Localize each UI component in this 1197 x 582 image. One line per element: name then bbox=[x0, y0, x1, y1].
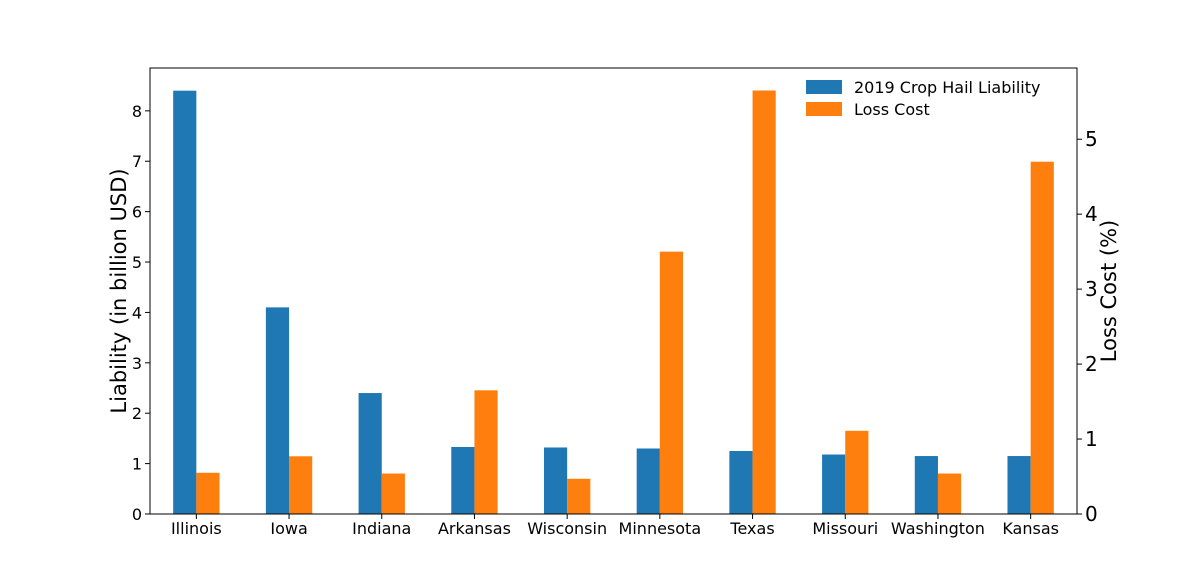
loss-cost-bar-iowa bbox=[289, 456, 313, 514]
legend-swatch-0 bbox=[806, 80, 842, 94]
liability-bar-texas bbox=[729, 451, 753, 514]
y-axis-label-right: Loss Cost (%) bbox=[1097, 220, 1121, 362]
y-tick-label-left-0: 0 bbox=[132, 505, 142, 524]
bars-layer bbox=[173, 90, 1054, 515]
x-tick-label-minnesota: Minnesota bbox=[619, 519, 702, 538]
y-tick-label-left-4: 4 bbox=[132, 303, 142, 322]
liability-bar-illinois bbox=[173, 90, 197, 515]
y-tick-label-left-8: 8 bbox=[132, 102, 142, 121]
legend: 2019 Crop Hail Liability Loss Cost bbox=[806, 78, 1040, 119]
y-axis-label-left: Liability (in billion USD) bbox=[107, 168, 131, 413]
x-tick-label-texas: Texas bbox=[729, 519, 774, 538]
liability-bar-wisconsin bbox=[543, 447, 568, 514]
x-tick-label-washington: Washington bbox=[891, 519, 985, 538]
x-tick-label-missouri: Missouri bbox=[812, 519, 878, 538]
plot-frame bbox=[149, 67, 1078, 515]
loss-cost-bar-washington bbox=[937, 473, 962, 514]
loss-cost-bar-arkansas bbox=[474, 390, 498, 514]
axes-layer: Illinois Iowa Indiana Arkansas Wisconsin Minn… bbox=[132, 102, 1098, 538]
liability-bar-kansas bbox=[1007, 456, 1031, 514]
liability-bar-minnesota bbox=[636, 448, 660, 514]
loss-cost-bar-minnesota bbox=[659, 251, 684, 514]
loss-cost-bar-wisconsin bbox=[567, 478, 591, 514]
y-tick-label-right-5: 5 bbox=[1085, 127, 1098, 151]
y-tick-label-left-2: 2 bbox=[132, 404, 142, 423]
loss-cost-bar-illinois bbox=[196, 472, 220, 514]
liability-bar-indiana bbox=[358, 393, 382, 514]
x-tick-label-wisconsin: Wisconsin bbox=[527, 519, 607, 538]
liability-bar-missouri bbox=[822, 454, 846, 514]
y-tick-label-right-4: 4 bbox=[1085, 202, 1098, 226]
x-tick-label-indiana: Indiana bbox=[352, 519, 411, 538]
liability-bar-washington bbox=[914, 456, 938, 514]
x-tick-label-illinois: Illinois bbox=[171, 519, 222, 538]
legend-label-1: Loss Cost bbox=[854, 100, 930, 119]
loss-cost-bar-missouri bbox=[845, 430, 869, 514]
y-tick-label-right-0: 0 bbox=[1085, 502, 1098, 526]
x-tick-label-iowa: Iowa bbox=[270, 519, 307, 538]
y-tick-label-left-1: 1 bbox=[132, 455, 142, 474]
x-tick-label-kansas: Kansas bbox=[1002, 519, 1059, 538]
legend-label-0: 2019 Crop Hail Liability bbox=[854, 78, 1040, 97]
liability-bar-iowa bbox=[265, 307, 290, 514]
y-tick-label-left-7: 7 bbox=[132, 152, 142, 171]
y-tick-label-right-2: 2 bbox=[1085, 352, 1098, 376]
loss-cost-bar-indiana bbox=[381, 473, 405, 514]
y-tick-label-right-3: 3 bbox=[1085, 277, 1098, 301]
y-tick-label-right-1: 1 bbox=[1085, 427, 1098, 451]
loss-cost-bar-texas bbox=[752, 90, 776, 515]
loss-cost-bar-kansas bbox=[1030, 161, 1054, 514]
y-tick-label-left-5: 5 bbox=[132, 253, 142, 272]
legend-swatch-1 bbox=[806, 102, 842, 116]
liability-bar-arkansas bbox=[451, 446, 475, 514]
y-tick-label-left-6: 6 bbox=[132, 203, 142, 222]
y-tick-label-left-3: 3 bbox=[132, 354, 142, 373]
x-tick-label-arkansas: Arkansas bbox=[438, 519, 511, 538]
